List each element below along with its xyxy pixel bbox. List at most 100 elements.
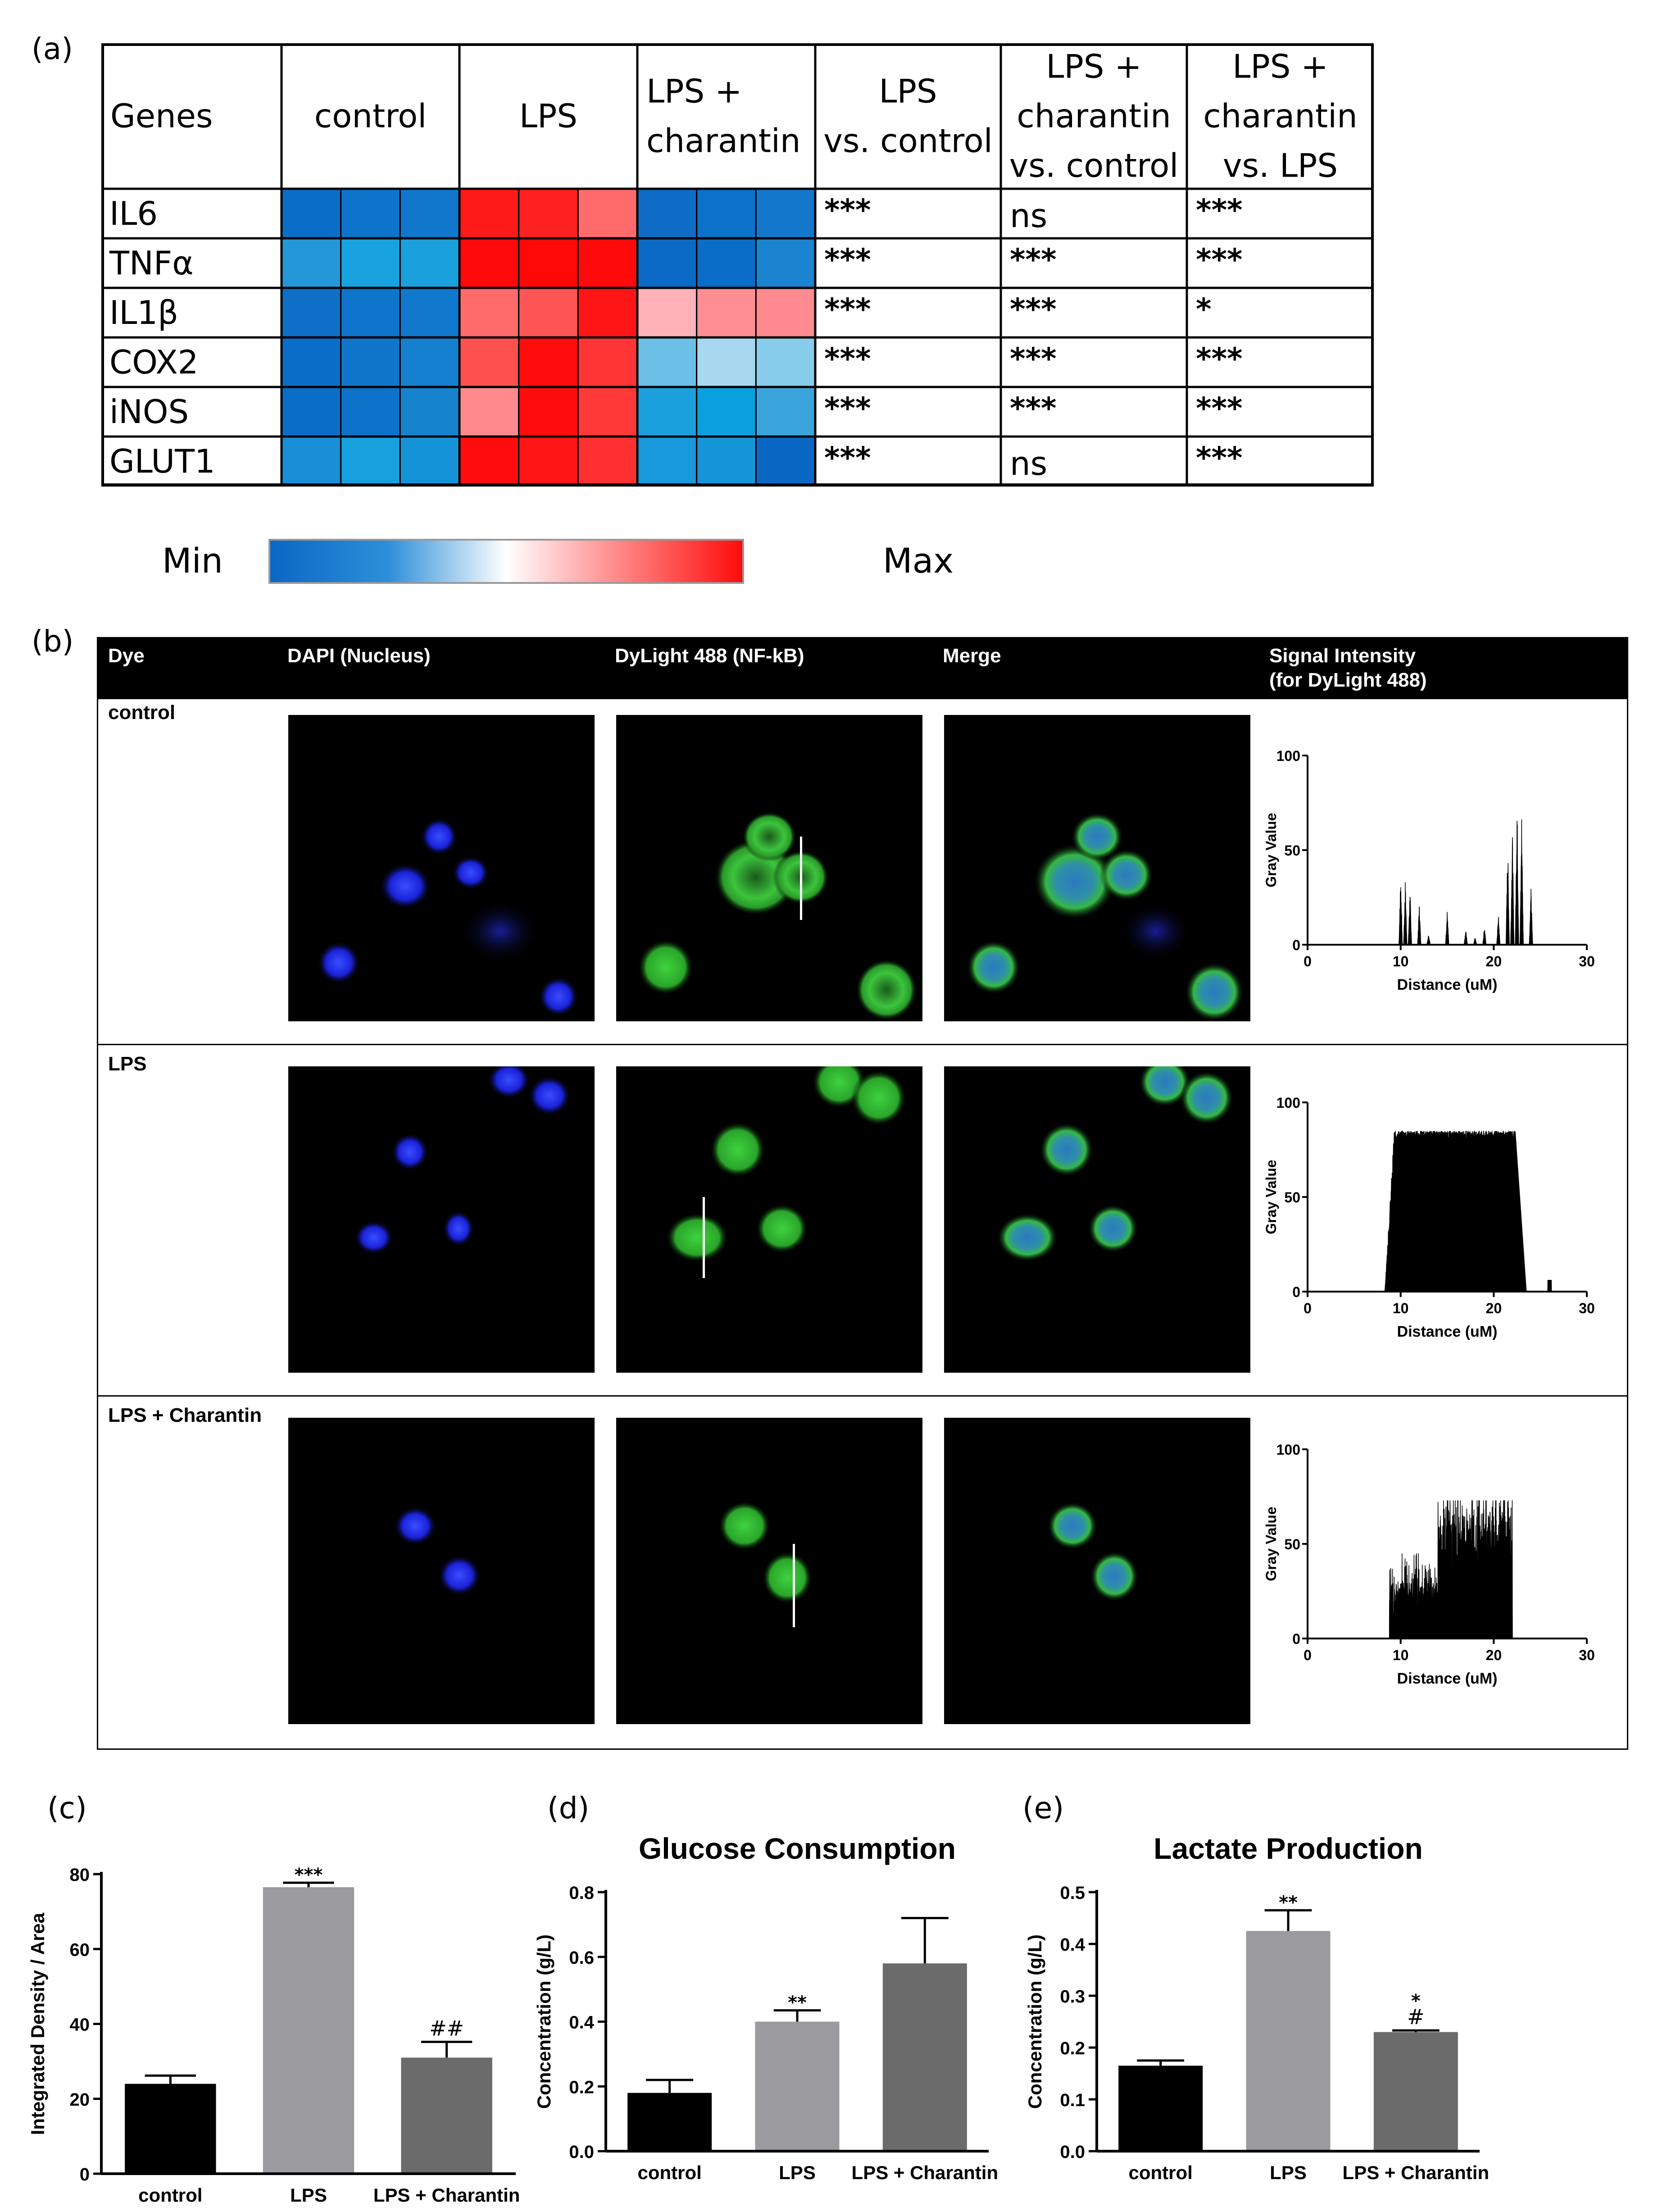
y-tick-label: 0.6 xyxy=(569,1948,594,1968)
y-tick-label: 0.2 xyxy=(569,2077,594,2097)
profile-y-tick-label: 0 xyxy=(1292,1631,1300,1647)
table-header-line: LPS + xyxy=(646,73,742,110)
gene-expression-table: Genes control LPS LPS + charantin LPS vs. cont… xyxy=(101,43,1374,487)
heatmap-cell xyxy=(755,287,816,338)
profile-y-label: Gray Value xyxy=(1263,1160,1279,1234)
y-tick-label: 40 xyxy=(70,2015,90,2035)
significance-value: *** xyxy=(1196,341,1243,376)
chart-title-lactate: Lactate Production xyxy=(1154,1832,1423,1865)
heatmap-cell xyxy=(696,188,757,239)
significance-value: *** xyxy=(1196,193,1243,228)
intensity-profile-area xyxy=(1308,1130,1587,1292)
significance-value: *** xyxy=(1010,341,1057,376)
profile-y-tick-label: 0 xyxy=(1292,1284,1300,1300)
colorbar-min-label: Min xyxy=(162,541,223,581)
x-tick-label: LPS xyxy=(779,2162,816,2183)
bar-lps-charantin xyxy=(401,2057,492,2174)
gene-name: IL1β xyxy=(109,294,178,332)
heatmap-cell xyxy=(577,237,638,289)
x-tick-label: LPS xyxy=(290,2185,327,2206)
heatmap-cell xyxy=(281,237,342,289)
merge-image-lps-charantin xyxy=(944,1418,1250,1724)
x-tick-label: LPS + Charantin xyxy=(852,2162,999,2183)
heatmap-cell xyxy=(459,386,520,437)
significance-value: *** xyxy=(1010,292,1057,327)
merge-image-control xyxy=(944,715,1250,1021)
header-dye: Dye xyxy=(108,645,145,667)
dapi-image-control xyxy=(288,715,595,1021)
heatmap-cell xyxy=(636,188,698,239)
y-tick-label: 0.8 xyxy=(569,1883,594,1903)
panel-b-header: Dye DAPI (Nucleus) DyLight 488 (NF-kB) M… xyxy=(98,638,1627,699)
heatmap-cell xyxy=(340,188,401,239)
heatmap-cell xyxy=(518,337,579,388)
significance-value: *** xyxy=(824,391,871,426)
profile-y-tick-label: 50 xyxy=(1284,1536,1300,1552)
table-header-4: LPS vs. control xyxy=(823,73,992,160)
heatmap-cell xyxy=(577,287,638,338)
heatmap-cell xyxy=(755,436,816,487)
significance-value: ns xyxy=(1010,197,1047,235)
significance-value: *** xyxy=(1010,391,1057,426)
profile-y-label: Gray Value xyxy=(1263,1507,1279,1581)
heatmap-cell xyxy=(696,386,757,437)
y-tick-label: 60 xyxy=(70,1940,90,1960)
bar-chart-glucose-consumption: control ** LPS LPS + Charantin 0.0 0.2 0.4 0.6 0… xyxy=(533,1883,999,2183)
y-tick-label: 80 xyxy=(70,1865,90,1885)
heatmap-cell xyxy=(636,237,698,289)
heatmap-cell xyxy=(636,436,698,487)
gene-name: iNOS xyxy=(109,393,189,431)
y-tick-label: 0.5 xyxy=(1060,1883,1085,1903)
bar-lps-charantin xyxy=(1373,2032,1458,2151)
row-label-lps-charantin: LPS + Charantin xyxy=(108,1404,262,1426)
heatmap-cell xyxy=(340,287,401,338)
gene-name: COX2 xyxy=(109,343,198,381)
heatmap-cell xyxy=(340,237,401,289)
profile-x-tick-label: 0 xyxy=(1304,1300,1312,1316)
profile-x-tick-label: 20 xyxy=(1486,1647,1502,1663)
heatmap-cell xyxy=(459,287,520,338)
bar-chart-integrated-density: control *** LPS ## LPS + Charantin 0 20 40 60 80 I… xyxy=(27,1865,520,2206)
panel-label-d: (d) xyxy=(547,1791,590,1825)
profile-x-tick-label: 10 xyxy=(1393,1647,1409,1663)
table-header-5: LPS + charantin vs. control xyxy=(1009,48,1178,185)
signal-profile-control: 0 50 100 0 10 20 30 Distance (uM) Gray Value xyxy=(1251,710,1621,999)
heatmap-cell xyxy=(459,337,520,388)
x-tick-label: LPS + Charantin xyxy=(1343,2162,1490,2183)
profile-x-tick-label: 30 xyxy=(1579,1647,1595,1663)
merge-image-lps xyxy=(944,1066,1250,1373)
colorbar-scale xyxy=(268,539,744,584)
signal-profile-lps: 0 50 100 0 10 20 30 Distance (uM) Gray Value xyxy=(1251,1057,1621,1346)
x-tick-label: control xyxy=(138,2185,202,2206)
table-header-line: LPS + xyxy=(1232,48,1328,86)
row-label-lps: LPS xyxy=(108,1053,147,1075)
profile-x-tick-label: 10 xyxy=(1393,1300,1409,1316)
heatmap-cell xyxy=(281,337,342,388)
heatmap-cell xyxy=(636,386,698,437)
heatmap-cell xyxy=(577,436,638,487)
gene-name: GLUT1 xyxy=(109,442,215,480)
panel-label-b: (b) xyxy=(32,624,74,659)
heatmap-cell xyxy=(459,237,520,289)
table-header-1: control xyxy=(314,97,427,135)
significance-value: * xyxy=(1196,292,1212,327)
chart-title-glucose: Glucose Consumption xyxy=(638,1832,956,1865)
table-header-line: charantin xyxy=(1017,97,1171,135)
x-tick-label: LPS + Charantin xyxy=(373,2185,520,2206)
heatmap-cell xyxy=(459,436,520,487)
header-dapi: DAPI (Nucleus) xyxy=(287,645,431,667)
heatmap-cell xyxy=(577,386,638,437)
profile-x-tick-label: 20 xyxy=(1486,953,1502,969)
bar-lps xyxy=(755,2021,840,2151)
profile-y-tick-label: 100 xyxy=(1276,1095,1300,1111)
significance-value: *** xyxy=(1010,242,1057,277)
significance-annotation: # xyxy=(1407,2005,1425,2029)
bar-control xyxy=(125,2084,216,2174)
profile-x-tick-label: 20 xyxy=(1486,1300,1502,1316)
x-tick-label: LPS xyxy=(1270,2162,1307,2183)
y-tick-label: 0.2 xyxy=(1060,2039,1085,2058)
significance-value: *** xyxy=(1196,441,1243,475)
significance-value: *** xyxy=(824,292,871,327)
bar-lps xyxy=(1246,1931,1331,2151)
significance-value: *** xyxy=(1196,242,1243,277)
